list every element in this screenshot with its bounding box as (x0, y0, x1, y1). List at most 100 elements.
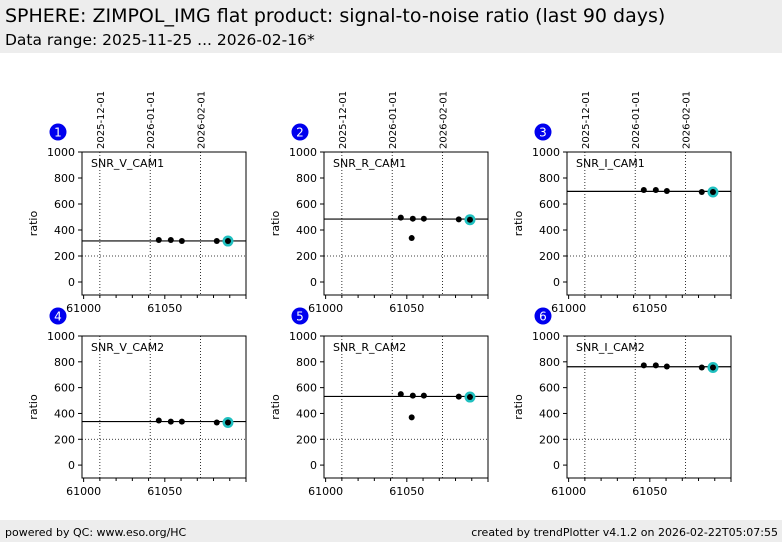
y-tick-label: 0 (553, 459, 560, 472)
panel-number: 3 (539, 126, 547, 140)
y-tick-label: 1000 (47, 146, 75, 159)
x-tick-label: 61000 (66, 485, 101, 498)
y-tick-label: 600 (296, 382, 317, 395)
chart-panel-5: 0 200 400 600 800 1000 61000 61050 ratio SNR_R_CA… (269, 307, 489, 498)
data-point (420, 392, 427, 399)
y-tick-label: 400 (539, 224, 560, 237)
y-axis-label: ratio (27, 394, 40, 420)
y-tick-label: 1000 (289, 330, 317, 343)
y-tick-label: 600 (54, 382, 75, 395)
y-tick-label: 1000 (47, 330, 75, 343)
panel-label: SNR_I_CAM2 (576, 341, 645, 354)
header: SPHERE: ZIMPOL_IMG flat product: signal-… (0, 0, 782, 53)
page-title: SPHERE: ZIMPOL_IMG flat product: signal-… (5, 5, 666, 27)
y-tick-label: 600 (54, 198, 75, 211)
y-tick-label: 200 (539, 250, 560, 263)
plot-frame (81, 151, 247, 296)
y-tick-label: 0 (68, 459, 75, 472)
panel-label: SNR_R_CAM1 (333, 157, 406, 170)
data-point (167, 418, 174, 425)
data-point (213, 419, 220, 426)
data-point (698, 364, 705, 371)
data-point (663, 188, 670, 194)
panel-number: 6 (539, 310, 547, 324)
chart-panel-1: 2025-12-01 2026-01-01 2026-02-01 0 200 400 600… (27, 91, 247, 315)
data-point (709, 364, 716, 371)
date-gridline-label: 2025-12-01 (338, 91, 349, 149)
x-tick-label: 61000 (551, 485, 586, 498)
data-point (652, 362, 659, 369)
date-gridline-label: 2026-02-01 (682, 91, 693, 149)
y-tick-label: 200 (54, 433, 75, 446)
data-point (698, 189, 705, 196)
y-tick-label: 600 (539, 382, 560, 395)
chart-panel-4: 0 200 400 600 800 1000 61000 61050 ratio SNR_V_CA… (27, 307, 247, 498)
date-gridline-label: 2025-12-01 (581, 91, 592, 149)
panel-label: SNR_V_CAM1 (91, 157, 164, 170)
panel-number-badge (534, 123, 552, 141)
data-point (420, 215, 427, 222)
date-gridline-label: 2026-02-01 (439, 91, 450, 149)
panel-label: SNR_V_CAM2 (91, 341, 164, 354)
y-axis-label: ratio (512, 394, 525, 420)
data-point (155, 237, 162, 244)
data-point (409, 392, 416, 399)
y-tick-label: 200 (54, 250, 75, 263)
x-tick-label: 61000 (66, 302, 101, 315)
x-tick-label: 61000 (308, 302, 343, 315)
y-tick-label: 200 (296, 433, 317, 446)
y-tick-label: 1000 (532, 146, 560, 159)
y-tick-label: 0 (68, 276, 75, 289)
data-point (178, 238, 185, 245)
y-tick-label: 400 (539, 407, 560, 420)
x-tick-label: 61050 (632, 485, 667, 498)
x-tick-label: 61000 (308, 485, 343, 498)
panel-number: 4 (54, 310, 62, 324)
date-gridline-label: 2026-01-01 (388, 91, 399, 149)
data-point (397, 391, 404, 398)
data-point (408, 235, 415, 242)
panel-number-badge (49, 307, 67, 325)
date-gridline-label: 2026-02-01 (197, 91, 208, 149)
y-tick-label: 800 (539, 172, 560, 185)
panel-number: 1 (54, 126, 62, 140)
y-tick-label: 200 (539, 433, 560, 446)
y-tick-label: 800 (296, 172, 317, 185)
data-range-subtitle: Data range: 2025-11-25 ... 2026-02-16* (5, 31, 315, 49)
panel-number-badge (49, 123, 67, 141)
panel-number-badge (534, 307, 552, 325)
y-tick-label: 400 (54, 407, 75, 420)
data-point (663, 363, 670, 370)
data-point (640, 186, 647, 193)
panel-number: 5 (296, 310, 304, 324)
footer-created-by: created by trendPlotter v4.1.2 on 2026-0… (471, 526, 778, 539)
y-tick-label: 800 (539, 356, 560, 369)
y-tick-label: 400 (54, 224, 75, 237)
data-point (640, 362, 647, 369)
data-point (455, 393, 462, 400)
plot-frame (81, 335, 247, 479)
y-tick-label: 800 (54, 356, 75, 369)
y-tick-label: 0 (310, 459, 317, 472)
x-tick-label: 61050 (147, 302, 182, 315)
y-tick-label: 400 (296, 407, 317, 420)
y-tick-label: 800 (296, 356, 317, 369)
data-point (155, 417, 162, 424)
chart-panel-2: 2025-12-01 2026-01-01 2026-02-01 0 200 400 600… (269, 91, 489, 315)
date-gridline-label: 2026-01-01 (146, 91, 157, 149)
y-axis-label: ratio (512, 211, 525, 237)
plot-frame (323, 151, 489, 296)
x-tick-label: 61000 (551, 302, 586, 315)
y-tick-label: 0 (553, 276, 560, 289)
x-tick-label: 61050 (147, 485, 182, 498)
plot-frame (566, 335, 732, 479)
data-point (409, 215, 416, 222)
panel-number: 2 (296, 126, 304, 140)
plot-grid: 2025-12-01 2026-01-01 2026-02-010200400600… (27, 91, 732, 498)
chart-panel-6: 0 200 400 600 800 1000 61000 61050 ratio SNR_I_CA… (512, 307, 732, 498)
plot-frame (323, 335, 489, 479)
x-tick-label: 61050 (389, 302, 424, 315)
y-tick-label: 0 (310, 276, 317, 289)
data-point (167, 237, 174, 244)
y-tick-label: 600 (296, 198, 317, 211)
